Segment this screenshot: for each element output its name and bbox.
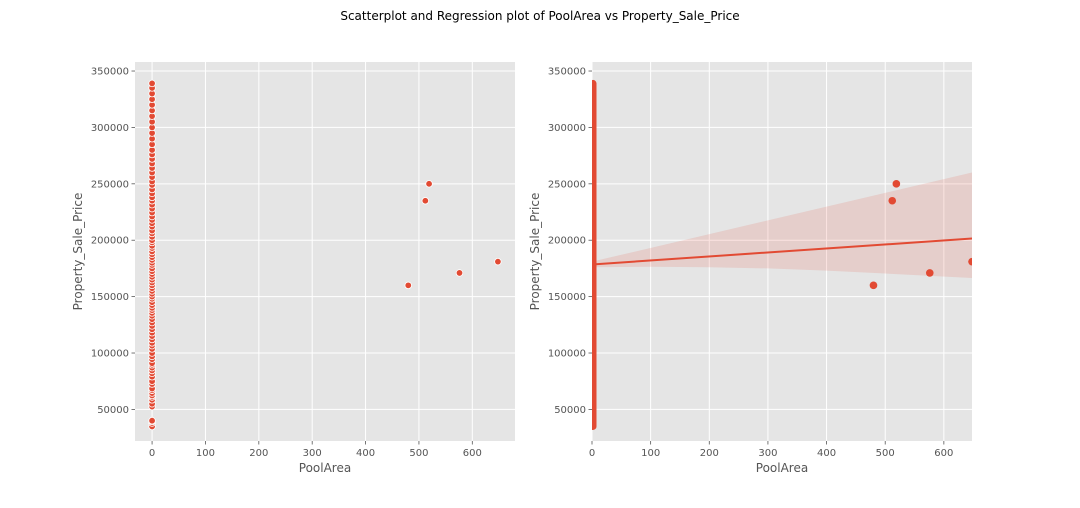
data-point: [968, 257, 972, 266]
y-tick-label: 100000: [91, 349, 129, 360]
x-tick-label: 200: [700, 448, 719, 459]
y-tick-label: 50000: [554, 405, 586, 416]
data-point: [892, 180, 901, 188]
x-tick-label: 600: [934, 448, 953, 459]
y-tick-label: 300000: [91, 123, 129, 134]
x-tick-label: 0: [149, 448, 155, 459]
data-point: [148, 79, 156, 88]
scatter-plot-axes: 0 100 200 300 400 500 600 50000 100000 150000 2000…: [71, 62, 515, 475]
y-tick-label: 200000: [548, 236, 586, 247]
chart-suptitle: Scatterplot and Regression plot of PoolA…: [340, 9, 739, 23]
y-tick-label: 300000: [548, 123, 586, 134]
y-axis-label: Property_Sale_Price: [71, 193, 85, 311]
x-tick-label: 200: [249, 448, 268, 459]
data-point: [404, 281, 412, 290]
data-layer: [148, 79, 502, 431]
data-point: [455, 269, 464, 277]
x-tick-label: 500: [876, 448, 895, 459]
x-tick-label: 100: [196, 448, 215, 459]
x-tick-label: 300: [303, 448, 322, 459]
x-tick-label: 0: [589, 448, 595, 459]
y-tick-label: 350000: [91, 67, 129, 78]
confidence-band: [592, 172, 972, 279]
y-tick-label: 150000: [548, 292, 586, 303]
data-point: [869, 281, 878, 290]
regression-line: [592, 237, 972, 266]
y-tick-label: 200000: [91, 236, 129, 247]
y-tick-label: 100000: [548, 349, 586, 360]
x-tick-label: 600: [463, 448, 482, 459]
data-layer: [592, 79, 972, 430]
data-point: [148, 416, 156, 425]
plot-area: [135, 62, 515, 441]
y-tick-label: 250000: [548, 179, 586, 190]
x-tick-label: 500: [409, 448, 428, 459]
x-axis-label: PoolArea: [299, 461, 351, 475]
y-tick-label: 250000: [91, 179, 129, 190]
x-axis-label: PoolArea: [756, 461, 808, 475]
data-point: [425, 180, 433, 188]
y-tick-label: 350000: [548, 67, 586, 78]
x-tick-label: 100: [641, 448, 660, 459]
data-point: [925, 269, 934, 277]
y-tick-label: 150000: [91, 292, 129, 303]
data-point: [494, 257, 502, 266]
x-tick-label: 400: [356, 448, 375, 459]
data-point: [421, 197, 430, 205]
y-tick-label: 50000: [97, 405, 129, 416]
data-point: [888, 196, 897, 205]
y-axis-label: Property_Sale_Price: [528, 193, 542, 311]
regression-plot-axes: 0 100 200 300 400 500 600 50000 100000 150000 2000…: [528, 62, 972, 475]
x-tick-label: 400: [817, 448, 836, 459]
x-tick-label: 300: [758, 448, 777, 459]
